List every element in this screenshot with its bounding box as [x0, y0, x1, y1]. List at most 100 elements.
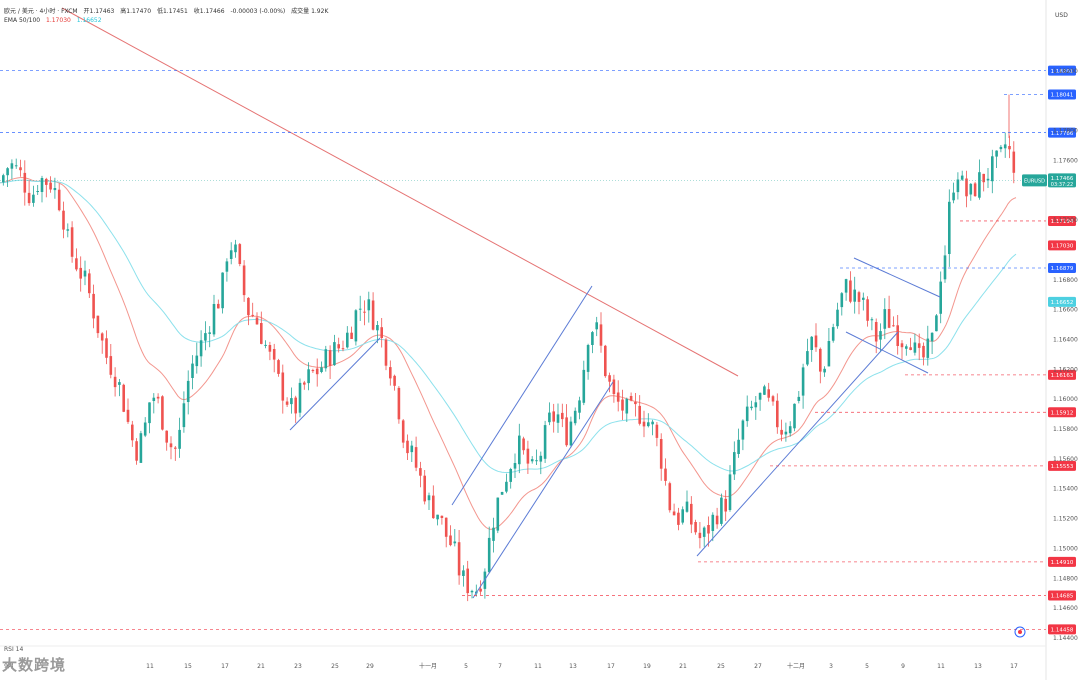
last-price-label: 1.17466	[1051, 176, 1074, 182]
candle-body	[582, 369, 586, 403]
candle-body	[672, 511, 676, 516]
candle-body	[126, 409, 130, 422]
candle-body	[702, 527, 706, 537]
candle-body	[694, 522, 697, 533]
candle-body	[857, 292, 861, 302]
candles	[2, 94, 1016, 602]
candle-body	[629, 396, 633, 401]
candle-body	[169, 443, 173, 448]
candle-body	[109, 356, 113, 375]
ema50-value: 1.17030	[46, 17, 71, 24]
candle-body	[496, 497, 500, 531]
candle-body	[776, 400, 779, 428]
level-tag	[1048, 590, 1076, 601]
x-tick-label: 7	[498, 663, 502, 670]
candle-body	[991, 156, 994, 182]
candle-body	[139, 433, 143, 463]
candle-body	[651, 421, 654, 425]
candle-body	[685, 501, 689, 512]
x-tick-label: 十一月	[419, 662, 437, 670]
candle-body	[711, 514, 715, 531]
candle-body	[866, 299, 869, 321]
candle-body	[19, 167, 22, 171]
candle-body	[53, 188, 57, 191]
candle-body	[492, 527, 495, 541]
trendline	[289, 337, 381, 431]
candle-body	[926, 338, 930, 358]
candle-body	[156, 396, 160, 399]
candle-body	[272, 349, 276, 360]
candle-body	[6, 168, 9, 176]
candle-body	[530, 459, 534, 462]
candle-body	[578, 400, 581, 413]
candle-body	[728, 474, 732, 510]
candle-body	[406, 440, 409, 454]
candle-body	[939, 281, 942, 314]
candle-body	[1003, 144, 1007, 149]
candle-body	[191, 363, 194, 378]
candle-body	[208, 332, 211, 334]
candle-body	[1008, 146, 1011, 150]
candle-body	[281, 372, 285, 401]
candle-body	[896, 325, 899, 346]
channel-lower-line	[472, 381, 614, 599]
candle-body	[500, 492, 504, 495]
candle-body	[315, 368, 319, 375]
candle-body	[479, 588, 482, 592]
price-levels: 1.18201 1.18041 1.17786 1.17194 1.16879 1.161…	[0, 65, 1076, 638]
candle-body	[707, 525, 710, 534]
candle-body	[745, 406, 749, 422]
candle-body	[840, 293, 844, 308]
candle-body	[341, 348, 345, 350]
candle-body	[320, 367, 323, 372]
candle-body	[23, 172, 27, 193]
candle-body	[797, 396, 801, 401]
candle-body	[681, 509, 684, 523]
y-tick-label: 1.15400	[1053, 486, 1078, 493]
last-price-tag	[1048, 173, 1076, 188]
candle-body	[569, 421, 573, 446]
candle-body	[10, 163, 14, 169]
level-tag-label: 1.15912	[1051, 411, 1074, 417]
candle-body	[466, 568, 469, 594]
candle-body	[260, 323, 263, 344]
channel-upper-line	[451, 285, 593, 506]
x-tick-label: 11	[937, 663, 945, 670]
candle-body	[573, 410, 577, 424]
candle-body	[397, 387, 401, 420]
candle-body	[380, 327, 383, 338]
y-tick-label: 1.17800	[1053, 127, 1078, 134]
candle-body	[879, 331, 882, 340]
candle-body	[62, 210, 65, 230]
candle-body	[410, 445, 414, 453]
x-tick-label: 21	[679, 663, 687, 670]
volume-label: 成交量 1.92K	[291, 8, 329, 15]
candle-body	[780, 429, 783, 435]
candle-body	[827, 341, 831, 367]
level-tag	[1048, 65, 1076, 76]
y-tick-label: 1.16200	[1053, 366, 1078, 373]
candle-body	[45, 178, 48, 185]
candle-body	[238, 244, 242, 264]
candle-body	[419, 468, 422, 476]
candle-body	[423, 475, 426, 502]
x-tick-label: 9	[901, 663, 905, 670]
candle-body	[715, 515, 719, 525]
candle-body	[960, 175, 964, 180]
candle-body	[178, 429, 181, 449]
candle-body	[290, 398, 293, 405]
candle-body	[539, 455, 543, 462]
candle-body	[664, 468, 667, 481]
candle-body	[647, 422, 650, 427]
candle-body	[883, 309, 887, 329]
x-tick-label: 11	[534, 663, 542, 670]
candle-body	[823, 368, 826, 373]
candle-body	[862, 297, 865, 300]
ema100-value: 1.16652	[76, 17, 102, 24]
candle-body	[969, 183, 973, 195]
candle-body	[642, 421, 646, 427]
flag-upper-line	[853, 257, 941, 298]
candle-body	[552, 411, 555, 422]
candle-body	[2, 175, 5, 183]
